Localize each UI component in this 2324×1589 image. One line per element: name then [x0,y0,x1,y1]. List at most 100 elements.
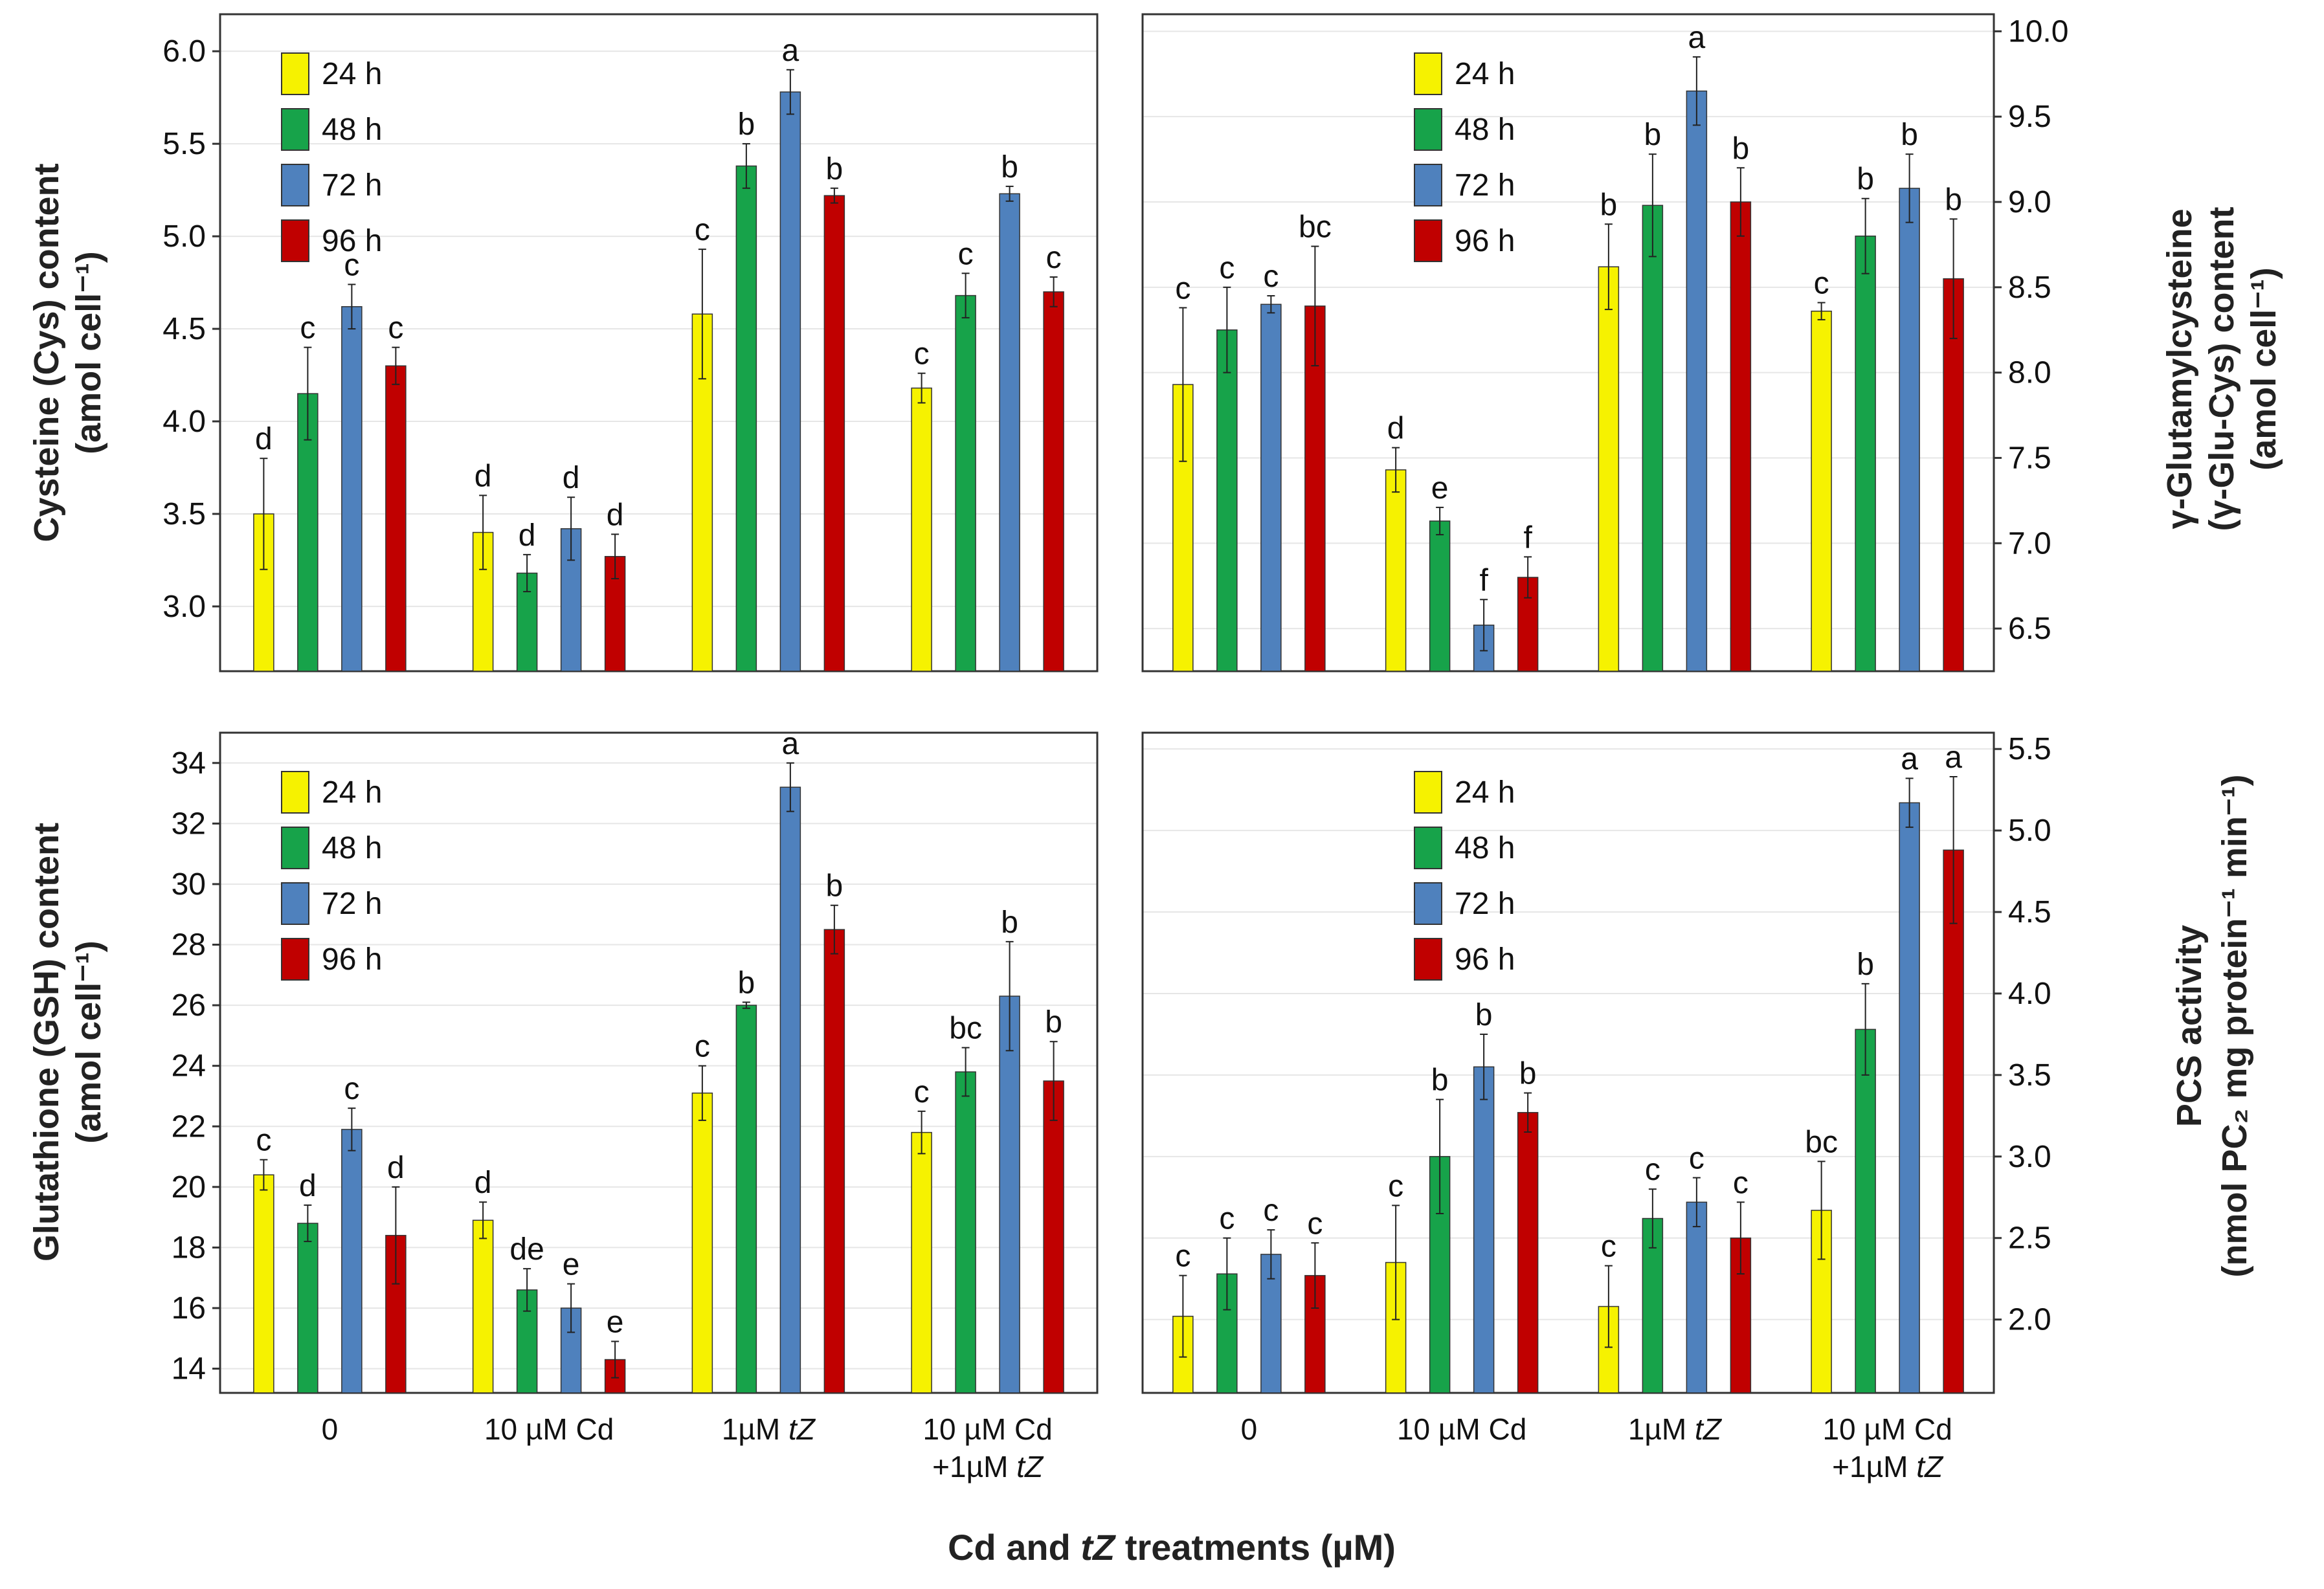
cys-legend: 24 h 48 h 72 h 96 h [281,52,382,262]
cys-significance-letter: b [738,107,755,142]
gsh-category-label: 10 µM Cd [922,1412,1052,1446]
gec-ytick-label: 7.5 [2008,441,2051,475]
cys-significance-letter: c [344,248,359,282]
gsh-ylabel-unit: (amol cell⁻¹) [69,940,108,1144]
gec-ylabel-2: (γ-Glu-Cys) content [2202,206,2241,531]
gec-ylabel: γ-Glutamylcysteine [2160,208,2199,529]
pcs-ytick-label: 3.0 [2008,1140,2051,1174]
gsh-significance-letter: b [738,966,755,1000]
pcs-ytick-label: 4.0 [2008,977,2051,1011]
pcs-ytick-label: 5.5 [2008,732,2051,766]
pcs-significance-letter: b [1431,1063,1449,1098]
pcs-significance-letter: c [1263,1194,1279,1228]
gec-legend-swatch [1414,108,1442,151]
cys-bar [823,195,845,672]
gec-bar [1642,205,1664,672]
gsh-legend-swatch [281,771,309,814]
gec-ytick-label: 6.5 [2008,612,2051,646]
gsh-ytick-label: 20 [172,1170,206,1205]
gsh-legend-label: 96 h [322,942,382,977]
cys-significance-letter: c [388,311,403,346]
gsh-bar [823,929,845,1394]
cys-bar [735,165,757,672]
pcs-ytick-label: 2.5 [2008,1221,2051,1256]
gec-significance-letter: b [1600,188,1618,222]
gsh-ytick-label: 34 [172,746,206,781]
gec-ytick-label: 9.5 [2008,100,2051,134]
cys-ytick-label: 5.0 [162,219,206,254]
axis-titles: Cysteine (Cys) content (amol cell⁻¹) Glu… [27,163,2283,1568]
gec-significance-letter: b [1945,183,1962,217]
gsh-significance-letter: c [344,1072,359,1106]
gec-significance-letter: d [1387,412,1405,446]
cys-significance-letter: c [300,311,315,346]
cys-bar [911,387,932,672]
cys-bar [955,294,976,672]
pcs-significance-letter: bc [1805,1125,1838,1159]
pcs-significance-letter: c [1307,1206,1323,1241]
pcs-legend: 24 h 48 h 72 h 96 h [1414,771,1515,981]
gec-frame [1141,13,1995,672]
pcs-category-label: 10 µM Cd [1822,1412,1952,1446]
gec-bar [1385,469,1407,672]
pcs-frame [1141,731,1995,1394]
gsh-bar [691,1093,713,1394]
cys-ytick-label: 6.0 [162,34,206,69]
gec-significance-letter: bc [1299,210,1332,245]
gec-legend-swatch [1414,219,1442,262]
gec-significance-letter: b [1901,118,1918,152]
gsh-bar [999,995,1020,1394]
gsh-ylabel: Glutathione (GSH) content [27,823,66,1261]
gec-significance-letter: f [1479,563,1488,597]
cys-legend-label: 96 h [322,224,382,258]
cys-significance-letter: c [914,337,930,372]
gec-bar [1304,306,1326,672]
cys-legend-label: 24 h [322,57,382,91]
gsh-category-label: 0 [322,1412,339,1446]
pcs-significance-letter: c [1645,1153,1660,1187]
gsh-significance-letter: c [695,1030,710,1064]
gsh-ytick-label: 30 [172,867,206,902]
gsh-ytick-label: 14 [172,1352,206,1386]
cys-legend-swatch [281,108,309,151]
gsh-significance-letter: e [607,1305,624,1339]
gsh-significance-letter: b [1045,1005,1062,1039]
gsh-ytick-label: 26 [172,988,206,1023]
gec-significance-letter: e [1431,471,1449,506]
gec-ytick-label: 7.0 [2008,526,2051,561]
pcs-significance-letter: a [1901,742,1918,777]
pcs-significance-letter: c [1175,1239,1190,1274]
gsh-significance-letter: b [826,869,844,904]
pcs-significance-letter: b [1475,998,1493,1032]
pcs-bar [1517,1112,1539,1394]
cys-significance-letter: a [782,34,799,68]
panels: 3.03.54.04.55.05.56.0dcccddddcbabccbc24 … [162,13,2068,1483]
gec-legend: 24 h 48 h 72 h 96 h [1414,52,1515,262]
cys-significance-letter: d [607,498,624,532]
cys-legend-label: 48 h [322,113,382,147]
gsh-legend-label: 72 h [322,887,382,921]
gec-bar [1730,201,1752,672]
gec-significance-letter: a [1688,21,1706,55]
pcs-legend-label: 24 h [1455,775,1515,810]
pcs-bar [1855,1028,1876,1394]
gsh-significance-letter: de [509,1232,544,1267]
gec-significance-letter: c [1219,251,1235,285]
gsh-significance-letter: d [299,1169,317,1203]
cys-legend-swatch [281,164,309,206]
gsh-significance-letter: e [563,1248,580,1282]
gsh-category-label: +1µM tZ [932,1450,1044,1483]
cys-ytick-label: 4.0 [162,405,206,439]
pcs-category-label: 1µM tZ [1628,1412,1723,1446]
gsh-ytick-label: 24 [172,1049,206,1083]
pcs-ytick-label: 4.5 [2008,895,2051,929]
gec-panel: 6.57.07.58.08.59.09.510.0cc cbcdeffbbabcb… [1141,13,2068,672]
gec-significance-letter: c [1175,271,1190,306]
gec-significance-letter: b [1857,162,1874,197]
cys-panel: 3.03.54.04.55.05.56.0dcccddddcbabccbc24 … [162,13,1099,672]
cys-bar [341,306,363,672]
cys-significance-letter: d [475,459,492,493]
gsh-bar [779,786,801,1394]
